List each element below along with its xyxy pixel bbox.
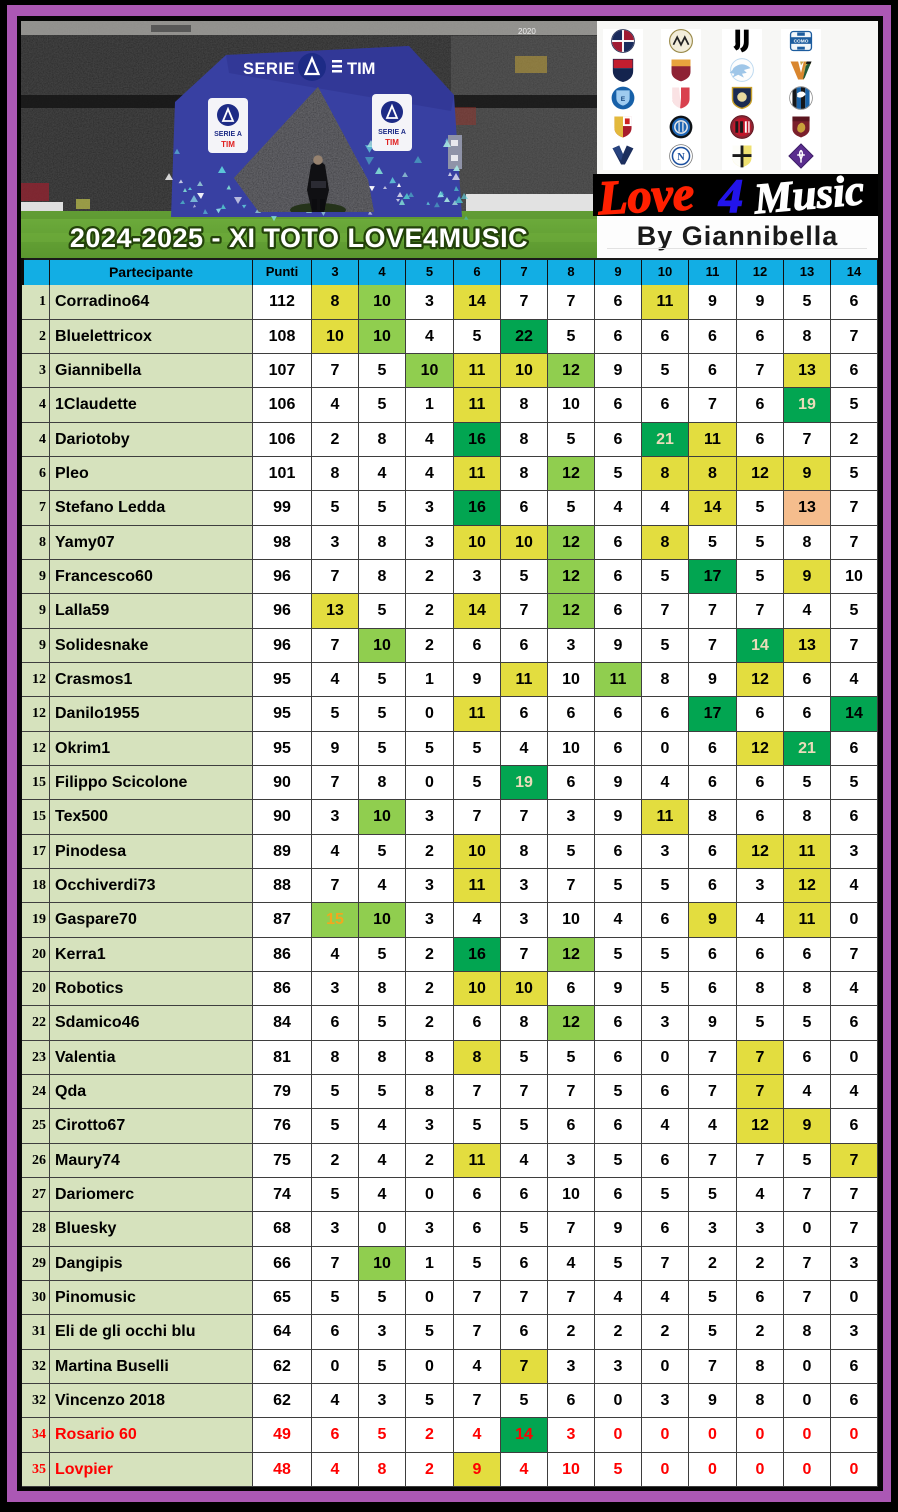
svg-text:COMO: COMO xyxy=(794,38,809,44)
svg-text:SERIE: SERIE xyxy=(243,60,295,78)
svg-text:N: N xyxy=(677,152,685,163)
svg-text:TIM: TIM xyxy=(347,60,375,78)
svg-text:SERIE A: SERIE A xyxy=(378,129,406,136)
svg-text:TIM: TIM xyxy=(221,140,235,149)
svg-text:TIM: TIM xyxy=(385,138,399,147)
svg-text:2020: 2020 xyxy=(518,27,536,36)
svg-text:SERIE A: SERIE A xyxy=(214,131,242,138)
svg-text:2024-2025 - XI TOTO LOVE4MUSIC: 2024-2025 - XI TOTO LOVE4MUSIC xyxy=(70,223,528,253)
svg-text:E: E xyxy=(621,96,626,103)
